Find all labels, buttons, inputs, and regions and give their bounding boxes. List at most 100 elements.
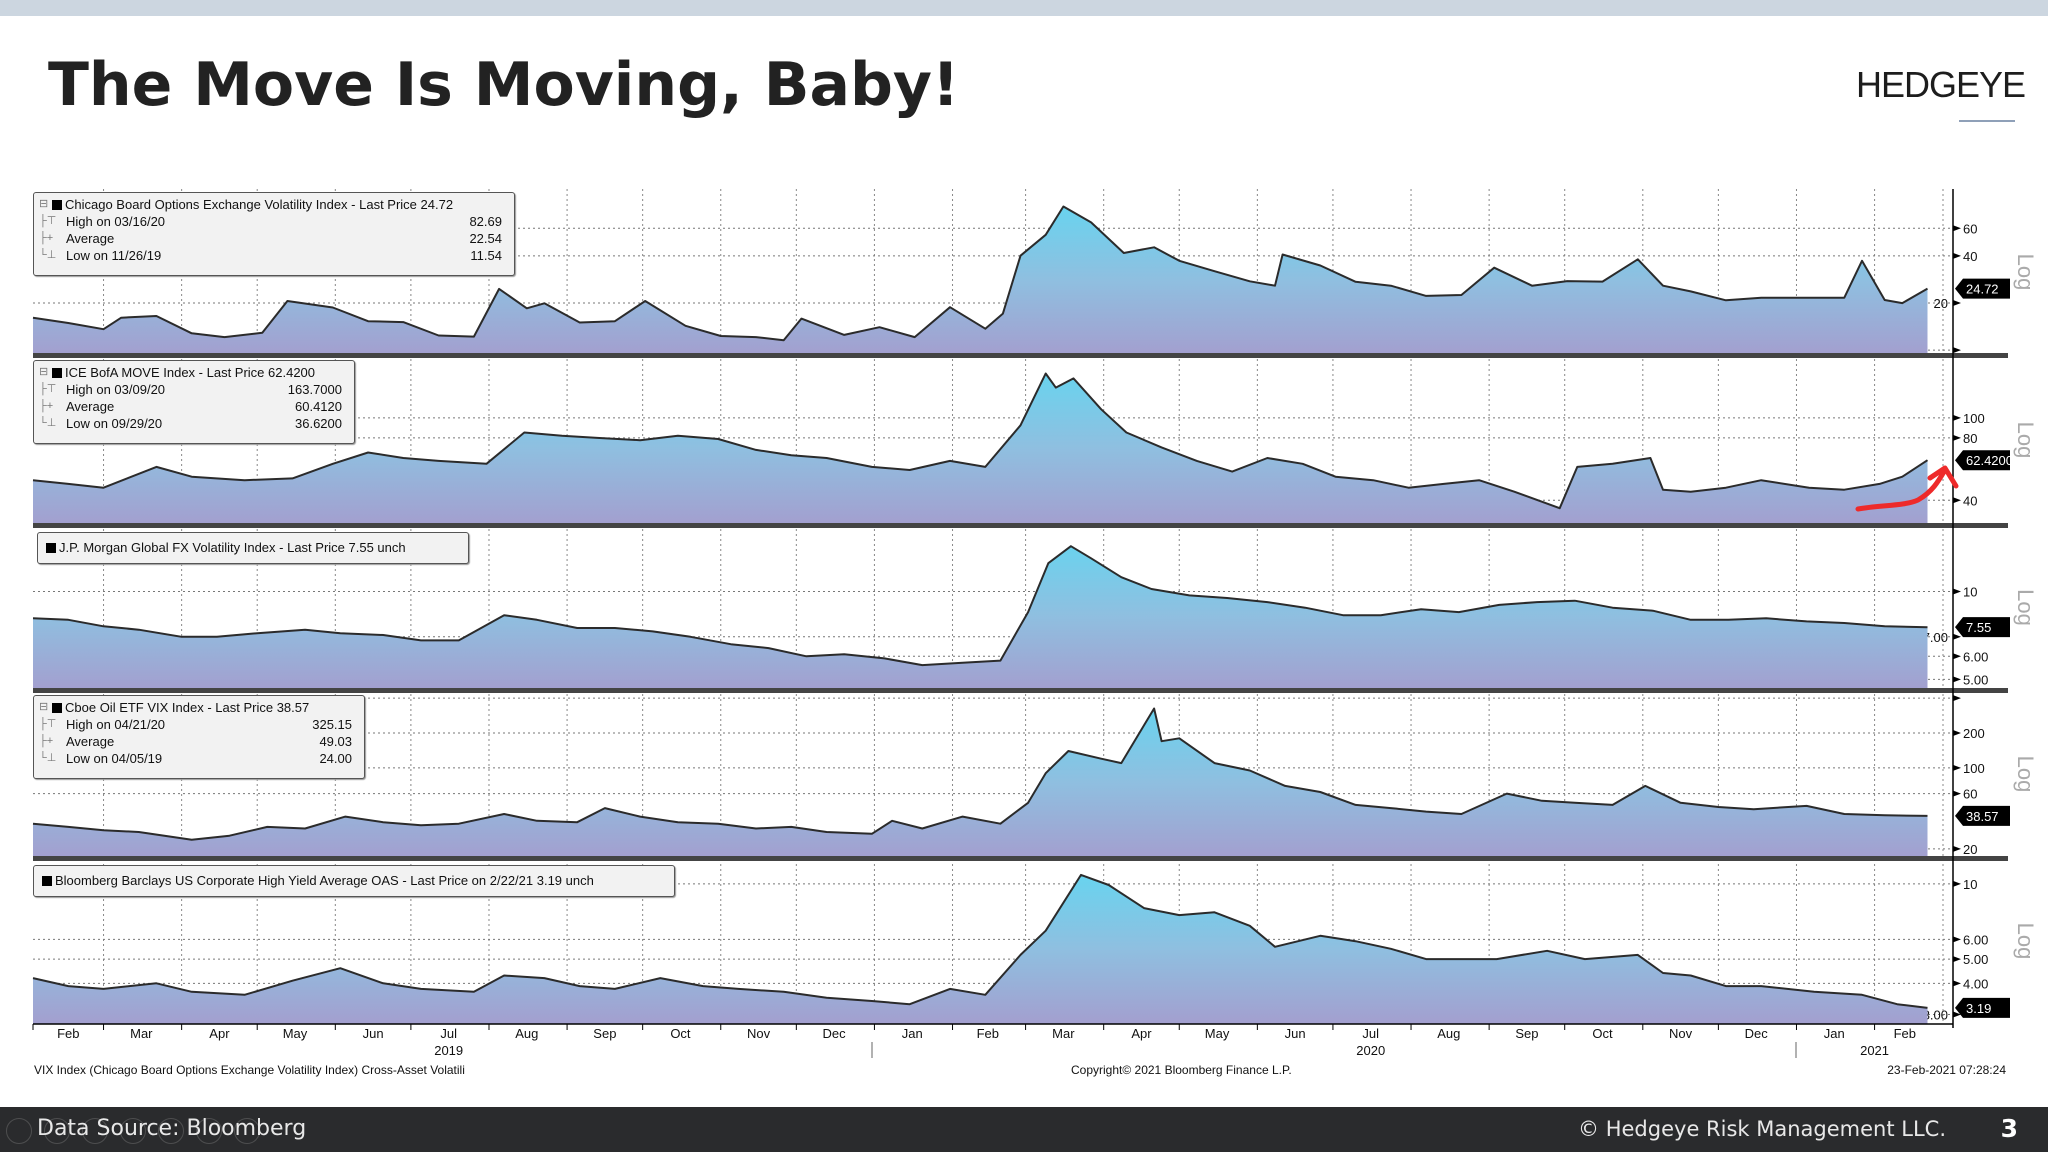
last-price-label: 62.4200 xyxy=(1966,453,2013,468)
top-strip xyxy=(0,0,2048,16)
y-tick-marker xyxy=(1953,676,1961,683)
y-tick-marker xyxy=(1953,936,1961,943)
log-scale-label: Log xyxy=(2013,254,2038,291)
series-area xyxy=(33,874,1928,1024)
x-year-label: 2020 xyxy=(1356,1043,1386,1058)
x-tick-label: Feb xyxy=(57,1026,80,1041)
legend-title: Bloomberg Barclays US Corporate High Yie… xyxy=(55,873,594,888)
previous-slide-icon[interactable] xyxy=(6,1118,32,1144)
legend-title: Cboe Oil ETF VIX Index - Last Price 38.5… xyxy=(65,700,310,715)
y-tick-label: 200 xyxy=(1963,726,1985,741)
panel-5: 3.00 4.00 5.00 6.00 10 Log 3.19 xyxy=(32,873,2038,1024)
stat-label: Average xyxy=(66,734,115,749)
more-options-icon[interactable] xyxy=(234,1118,260,1144)
log-scale-label: Log xyxy=(2013,422,2038,459)
page-number: 3 xyxy=(2000,1114,2018,1143)
series-swatch xyxy=(52,703,62,713)
bloomberg-copyright: Copyright© 2021 Bloomberg Finance L.P. xyxy=(1071,1063,1292,1077)
legend-title: Chicago Board Options Exchange Volatilit… xyxy=(65,197,454,212)
y-tick-label: 40 xyxy=(1963,493,1977,508)
panel-1: 20 40 60 Log 24.72 xyxy=(32,205,2038,358)
last-price-tag xyxy=(1955,278,2010,299)
y-tick-label: 6.00 xyxy=(1963,932,1988,947)
last-price-label: 38.57 xyxy=(1966,809,1999,824)
stat-value: 36.6200 xyxy=(295,416,342,431)
panel-separator xyxy=(33,688,2008,693)
x-tick-label: Jun xyxy=(362,1026,384,1041)
x-tick-label: Jan xyxy=(1823,1026,1845,1041)
y-tick-marker xyxy=(1953,764,1961,771)
y-tick-label: 10 xyxy=(1963,585,1977,600)
x-tick-label: Jul xyxy=(440,1026,457,1041)
y-tick-marker xyxy=(1953,434,1961,441)
y-tick-label: 6.00 xyxy=(1963,649,1988,664)
stat-value: 82.69 xyxy=(469,214,502,229)
stat-label: High on 03/09/20 xyxy=(66,382,166,397)
stat-label: Average xyxy=(66,399,115,414)
stat-label: Low on 09/29/20 xyxy=(66,416,163,431)
y-tick-marker xyxy=(1953,790,1961,797)
series-area xyxy=(33,546,1928,690)
slide-footer: Data Source: Bloomberg © Hedgeye Risk Ma… xyxy=(0,1107,2048,1152)
stat-value: 11.54 xyxy=(470,248,502,263)
series-line xyxy=(32,707,1928,841)
panel-separator xyxy=(33,856,2008,861)
pen-icon[interactable] xyxy=(82,1118,108,1144)
logo-underline xyxy=(1959,120,2015,122)
y-tick-label: 100 xyxy=(1963,761,1985,776)
x-tick-label: Sep xyxy=(1515,1026,1539,1041)
last-price-label: 24.72 xyxy=(1966,282,1999,297)
series-swatch xyxy=(52,200,62,210)
x-tick-label: Feb xyxy=(1893,1026,1916,1041)
stat-value: 325.15 xyxy=(312,717,352,732)
series-swatch xyxy=(46,543,56,553)
y-tick-marker xyxy=(1953,1011,1961,1018)
y-tick-marker xyxy=(1953,653,1961,660)
hedgeye-logo: HEDGEYE xyxy=(1856,64,2026,105)
y-tick-marker xyxy=(1953,588,1961,595)
y-tick-marker xyxy=(1953,225,1961,232)
x-tick-label: Dec xyxy=(822,1026,846,1041)
x-tick-label: Jun xyxy=(1284,1026,1306,1041)
x-tick-label: Feb xyxy=(976,1026,999,1041)
y-tick-marker xyxy=(1953,497,1961,504)
panel-separator xyxy=(33,523,2008,528)
x-tick-label: Oct xyxy=(1592,1026,1613,1041)
slide-title: The Move Is Moving, Baby! xyxy=(48,50,960,120)
y-tick-label: 80 xyxy=(1963,431,1977,446)
stat-value: 49.03 xyxy=(319,734,352,749)
legend-vix: ⊟ Chicago Board Options Exchange Volatili… xyxy=(33,192,515,276)
series-line xyxy=(32,873,1928,1009)
y-tick-label: 4.00 xyxy=(1963,976,1988,991)
last-price-tag xyxy=(1955,997,2010,1018)
y-tick-marker xyxy=(1953,980,1961,987)
log-scale-label: Log xyxy=(2013,923,2038,960)
slide-nav-icon[interactable] xyxy=(44,1118,70,1144)
subtitles-icon[interactable] xyxy=(196,1118,222,1144)
stat-label: Low on 11/26/19 xyxy=(66,248,162,263)
last-price-label: 7.55 xyxy=(1966,620,1991,635)
series-area xyxy=(33,373,1928,525)
x-tick-label: Aug xyxy=(1437,1026,1461,1041)
y-tick-marker xyxy=(1953,956,1961,963)
series-area xyxy=(33,206,1928,355)
x-tick-label: Mar xyxy=(130,1026,153,1041)
y-tick-label: 60 xyxy=(1963,787,1977,802)
legend-ovx: ⊟ Cboe Oil ETF VIX Index - Last Price 38.… xyxy=(33,695,365,779)
x-year-label: 2019 xyxy=(434,1043,464,1058)
x-tick-label: Dec xyxy=(1744,1026,1768,1041)
y-tick-label: 100 xyxy=(1963,411,1985,426)
x-tick-label: Sep xyxy=(593,1026,617,1041)
y-tick-label: 3.00 xyxy=(1923,1008,1948,1023)
x-tick-label: Apr xyxy=(1131,1026,1152,1041)
x-tick-label: Aug xyxy=(515,1026,539,1041)
y-tick-label: 5.00 xyxy=(1963,952,1988,967)
zoom-icon[interactable] xyxy=(158,1118,184,1144)
y-tick-label: 10 xyxy=(1963,877,1977,892)
last-price-tag xyxy=(1955,617,2010,638)
slides-grid-icon[interactable] xyxy=(120,1118,146,1144)
y-tick-marker xyxy=(1953,347,1961,354)
x-tick-label: May xyxy=(282,1026,308,1041)
legend-fx-vol: J.P. Morgan Global FX Volatility Index -… xyxy=(37,532,469,564)
panel-3: 5.00 6.00 7.00 10 Log 7.55 xyxy=(32,545,2038,693)
